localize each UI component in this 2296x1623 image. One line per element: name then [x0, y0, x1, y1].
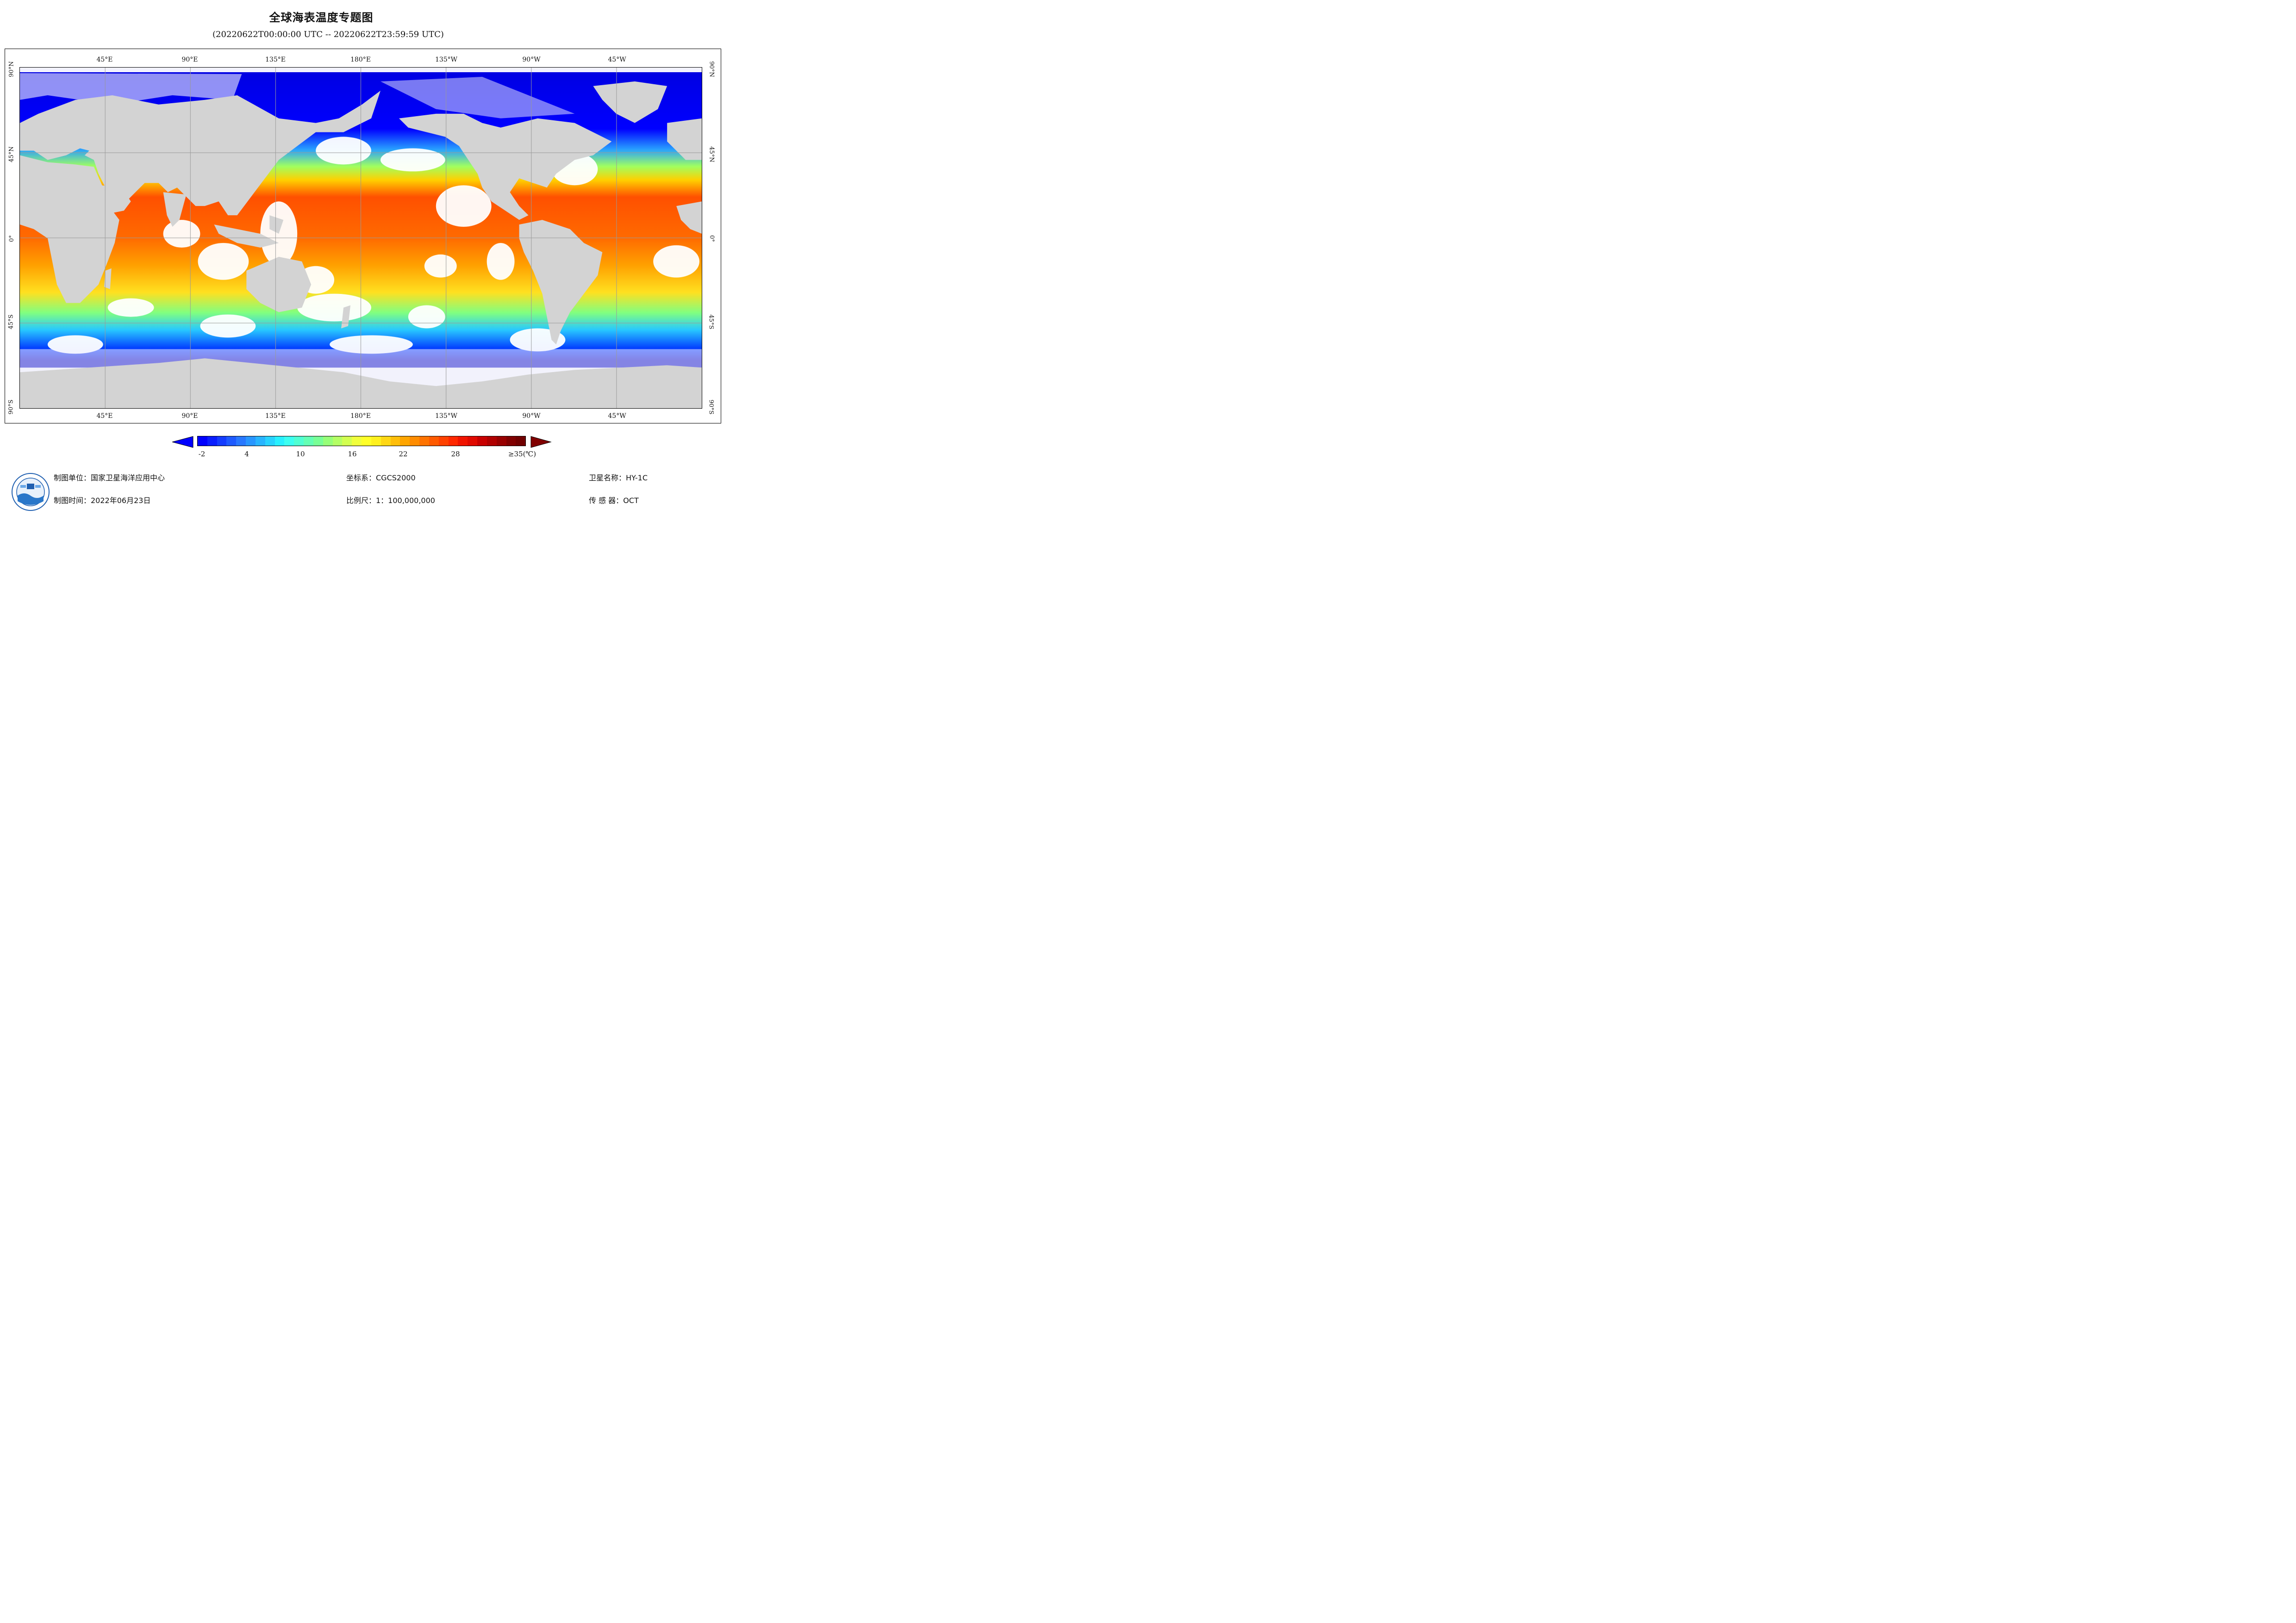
lon-label-top-3: 135°E [265, 56, 286, 63]
nsoas-logo-icon [12, 473, 50, 511]
colorbar-swatch [313, 436, 323, 446]
colorbar-swatch [381, 436, 391, 446]
lon-label-top-7: 45°W [608, 56, 626, 63]
colorbar-tick-5: 22 [399, 450, 408, 458]
colorbar-swatch [198, 436, 207, 446]
colorbar-over-arrow [530, 436, 552, 448]
scale-label: 比例尺：1：100,000,000 [346, 496, 435, 505]
lat-label-right-0: 0° [708, 235, 715, 242]
lat-label-right-90s: 90°S [707, 399, 715, 415]
colorbar-swatch [448, 436, 458, 446]
lon-label-bottom-4: 180°E [350, 412, 371, 420]
colorbar-tick-6: 28 [451, 450, 460, 458]
colorbar-swatch [246, 436, 256, 446]
colorbar-swatch [468, 436, 478, 446]
lat-label-right-45s: 45°S [707, 314, 715, 330]
lon-label-top-2: 90°E [181, 56, 198, 63]
colorbar-swatch [275, 436, 285, 446]
satellite-label: 卫星名称：HY-1C [589, 473, 648, 482]
colorbar-swatch [342, 436, 352, 446]
colorbar-tick-4: 16 [348, 450, 357, 458]
colorbar-swatch [323, 436, 333, 446]
lat-label-right-90n: 90°N [708, 61, 715, 77]
lon-label-bottom-2: 90°E [181, 412, 198, 420]
colorbar-swatch [487, 436, 497, 446]
colorbar-swatch [390, 436, 400, 446]
lat-label-left-45n: 45°N [8, 146, 15, 162]
lon-label-bottom-6: 90°W [522, 412, 541, 420]
colorbar-gradient [197, 436, 526, 446]
colorbar-swatch [207, 436, 217, 446]
colorbar-swatch [371, 436, 381, 446]
lon-label-bottom-3: 135°E [265, 412, 286, 420]
colorbar-tick-1: -2 [198, 450, 206, 458]
colorbar-swatch [226, 436, 237, 446]
lon-label-bottom-1: 45°E [96, 412, 113, 420]
colorbar-tick-7: ≥35(℃) [508, 450, 537, 458]
colorbar-swatch [284, 436, 294, 446]
lon-label-top-6: 90°W [522, 56, 541, 63]
colorbar-swatch [458, 436, 468, 446]
colorbar-swatch [506, 436, 516, 446]
lon-label-bottom-5: 135°W [435, 412, 458, 420]
colorbar-swatch [362, 436, 371, 446]
colorbar [172, 435, 552, 448]
colorbar-swatch [236, 436, 246, 446]
map-title: 全球海表温度专题图 [269, 11, 374, 24]
sst-map[interactable] [19, 67, 702, 409]
colorbar-swatch [438, 436, 449, 446]
lon-label-top-1: 45°E [96, 56, 113, 63]
colorbar-swatch [419, 436, 429, 446]
sst-map-svg [20, 68, 702, 408]
colorbar-tick-3: 10 [296, 450, 305, 458]
colorbar-swatch [352, 436, 362, 446]
colorbar-swatch [516, 436, 526, 446]
colorbar-swatch [410, 436, 420, 446]
sensor-label: 传 感 器：OCT [589, 496, 639, 505]
colorbar-under-arrow [172, 436, 193, 448]
colorbar-swatch [217, 436, 227, 446]
lon-label-top-4: 180°E [350, 56, 371, 63]
org-label: 制图单位：国家卫星海洋应用中心 [54, 473, 165, 482]
lat-label-left-0: 0° [8, 235, 15, 242]
lat-label-left-90s: 90°S [7, 399, 15, 415]
lon-label-top-5: 135°W [435, 56, 458, 63]
map-frame [5, 49, 721, 423]
map-subtitle: (20220622T00:00:00 UTC -- 20220622T23:59… [212, 30, 444, 39]
colorbar-swatch [477, 436, 487, 446]
colorbar-tick-2: 4 [244, 450, 249, 458]
colorbar-swatch [400, 436, 410, 446]
colorbar-swatch [294, 436, 304, 446]
lon-label-bottom-7: 45°W [608, 412, 626, 420]
crs-label: 坐标系：CGCS2000 [346, 473, 416, 482]
colorbar-swatch [332, 436, 343, 446]
graticule [20, 68, 702, 408]
lat-label-left-90n: 90°N [8, 61, 15, 77]
date-label: 制图时间：2022年06月23日 [54, 496, 151, 505]
lat-label-right-45n: 45°N [708, 146, 715, 162]
lat-label-left-45s: 45°S [7, 314, 15, 330]
colorbar-swatch [255, 436, 265, 446]
colorbar-swatch [265, 436, 275, 446]
colorbar-swatch [496, 436, 506, 446]
colorbar-swatch [304, 436, 313, 446]
colorbar-swatch [429, 436, 439, 446]
